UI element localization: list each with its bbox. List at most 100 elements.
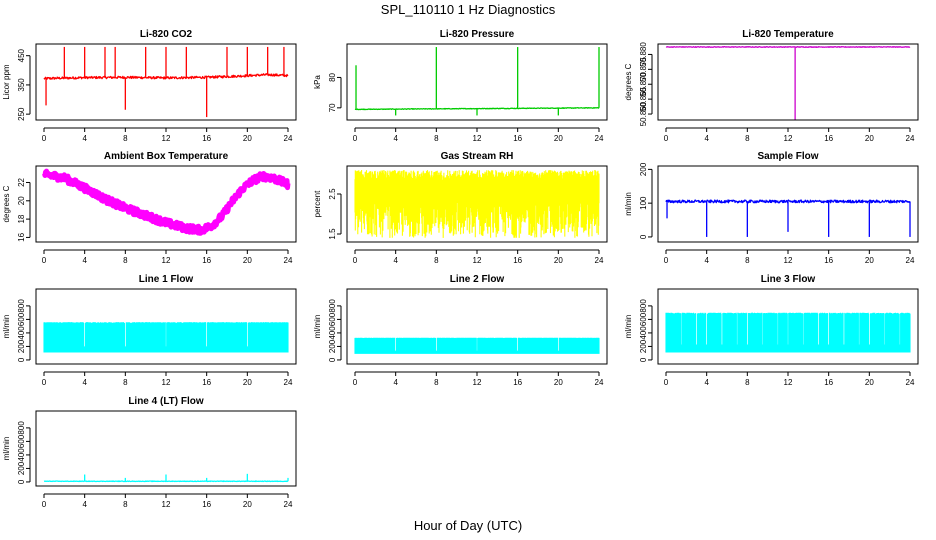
x-tick-label: 24 <box>284 134 293 143</box>
x-tick-label: 0 <box>42 378 47 387</box>
data-line <box>42 168 291 236</box>
x-tick-label: 24 <box>906 134 915 143</box>
y-axis-label: Licor ppm <box>2 64 11 99</box>
y-axis-label: percent <box>313 190 322 217</box>
y-tick-label: 600 <box>328 312 337 326</box>
chart-panel-5: Gas Stream RH percent 0 4 8 12 16 20 24 1.5 2.5 <box>313 151 608 265</box>
x-tick-label: 24 <box>595 134 604 143</box>
y-tick-label: 800 <box>17 421 26 435</box>
x-tick-label: 0 <box>42 500 47 509</box>
y-tick-label: 400 <box>639 326 648 340</box>
y-tick-label: 50.865 <box>639 86 648 111</box>
y-tick-label: 600 <box>17 312 26 326</box>
panel-title: Line 1 Flow <box>139 274 194 285</box>
y-tick-label: 450 <box>17 48 26 62</box>
x-tick-label: 8 <box>745 134 750 143</box>
y-tick-label: 0 <box>639 357 648 362</box>
plot-frame <box>346 288 608 365</box>
x-tick-label: 16 <box>513 256 522 265</box>
y-tick-label: 22 <box>17 177 26 186</box>
x-tick-label: 20 <box>554 134 563 143</box>
x-tick-label: 12 <box>162 134 171 143</box>
y-axis-label: kPa <box>313 75 322 89</box>
plot-frame <box>35 165 297 243</box>
x-tick-label: 8 <box>123 134 128 143</box>
x-tick-label: 24 <box>284 378 293 387</box>
x-tick-label: 20 <box>865 134 874 143</box>
panel-title: Gas Stream RH <box>441 151 514 162</box>
y-tick-label: 20 <box>17 196 26 205</box>
y-tick-label: 0 <box>328 357 337 362</box>
x-tick-label: 8 <box>123 500 128 509</box>
x-tick-label: 24 <box>906 256 915 265</box>
y-tick-label: 1.5 <box>328 228 337 240</box>
x-tick-label: 20 <box>243 378 252 387</box>
data-line <box>665 199 911 204</box>
y-tick-label: 400 <box>328 326 337 340</box>
y-tick-label: 0 <box>17 479 26 484</box>
series-10 <box>43 473 289 483</box>
x-tick-label: 8 <box>745 256 750 265</box>
chart-panel-3: Li-820 Temperature degrees C 0 4 8 12 16 20 24 50… <box>624 29 919 143</box>
series-4 <box>42 168 291 236</box>
chart-panel-4: Ambient Box Temperature degrees C 0 4 8 12 16 2… <box>2 151 297 265</box>
x-tick-label: 4 <box>393 134 398 143</box>
y-tick-label: 50.870 <box>639 71 648 96</box>
x-tick-label: 16 <box>202 134 211 143</box>
y-axis-label: ml/min <box>624 192 633 216</box>
x-tick-label: 4 <box>393 378 398 387</box>
x-tick-label: 0 <box>353 134 358 143</box>
y-tick-label: 800 <box>328 299 337 313</box>
x-tick-label: 8 <box>434 256 439 265</box>
x-tick-label: 8 <box>434 378 439 387</box>
plot-frame <box>657 165 919 243</box>
x-tick-label: 20 <box>243 256 252 265</box>
x-tick-label: 4 <box>82 134 87 143</box>
x-tick-label: 4 <box>82 256 87 265</box>
x-tick-label: 16 <box>824 256 833 265</box>
x-tick-label: 0 <box>664 134 669 143</box>
x-tick-label: 20 <box>243 500 252 509</box>
series-5 <box>354 170 600 238</box>
x-tick-label: 24 <box>906 378 915 387</box>
y-axis-label: ml/min <box>313 315 322 339</box>
series-1 <box>43 46 289 118</box>
y-axis-label: ml/min <box>2 315 11 339</box>
plot-frame <box>346 165 608 243</box>
x-tick-label: 20 <box>865 256 874 265</box>
y-tick-label: 200 <box>639 339 648 353</box>
y-tick-label: 0 <box>17 357 26 362</box>
y-tick-label: 800 <box>639 299 648 313</box>
y-tick-label: 600 <box>17 434 26 448</box>
x-tick-label: 8 <box>434 134 439 143</box>
x-tick-label: 0 <box>353 256 358 265</box>
x-tick-label: 16 <box>202 256 211 265</box>
x-tick-label: 0 <box>353 378 358 387</box>
panel-title: Line 4 (LT) Flow <box>128 396 204 407</box>
x-tick-label: 12 <box>784 378 793 387</box>
x-tick-label: 0 <box>42 256 47 265</box>
x-tick-label: 16 <box>824 134 833 143</box>
y-tick-label: 0 <box>639 234 648 239</box>
x-tick-label: 8 <box>123 378 128 387</box>
panel-title: Line 2 Flow <box>450 274 505 285</box>
x-tick-label: 20 <box>554 378 563 387</box>
x-tick-label: 24 <box>284 256 293 265</box>
data-band <box>43 322 289 353</box>
x-tick-label: 8 <box>123 256 128 265</box>
series-2 <box>354 47 600 116</box>
y-tick-label: 350 <box>17 78 26 92</box>
x-tick-label: 4 <box>82 500 87 509</box>
y-tick-label: 50.880 <box>639 42 648 67</box>
x-tick-label: 12 <box>473 378 482 387</box>
panel-title: Sample Flow <box>757 151 818 162</box>
x-tick-label: 12 <box>473 134 482 143</box>
panel-title: Li-820 Pressure <box>440 29 515 40</box>
panel-title: Li-820 Temperature <box>742 29 834 40</box>
x-tick-label: 0 <box>664 256 669 265</box>
x-tick-label: 4 <box>393 256 398 265</box>
y-tick-label: 200 <box>17 339 26 353</box>
y-axis-label: ml/min <box>624 315 633 339</box>
x-tick-label: 24 <box>595 256 604 265</box>
